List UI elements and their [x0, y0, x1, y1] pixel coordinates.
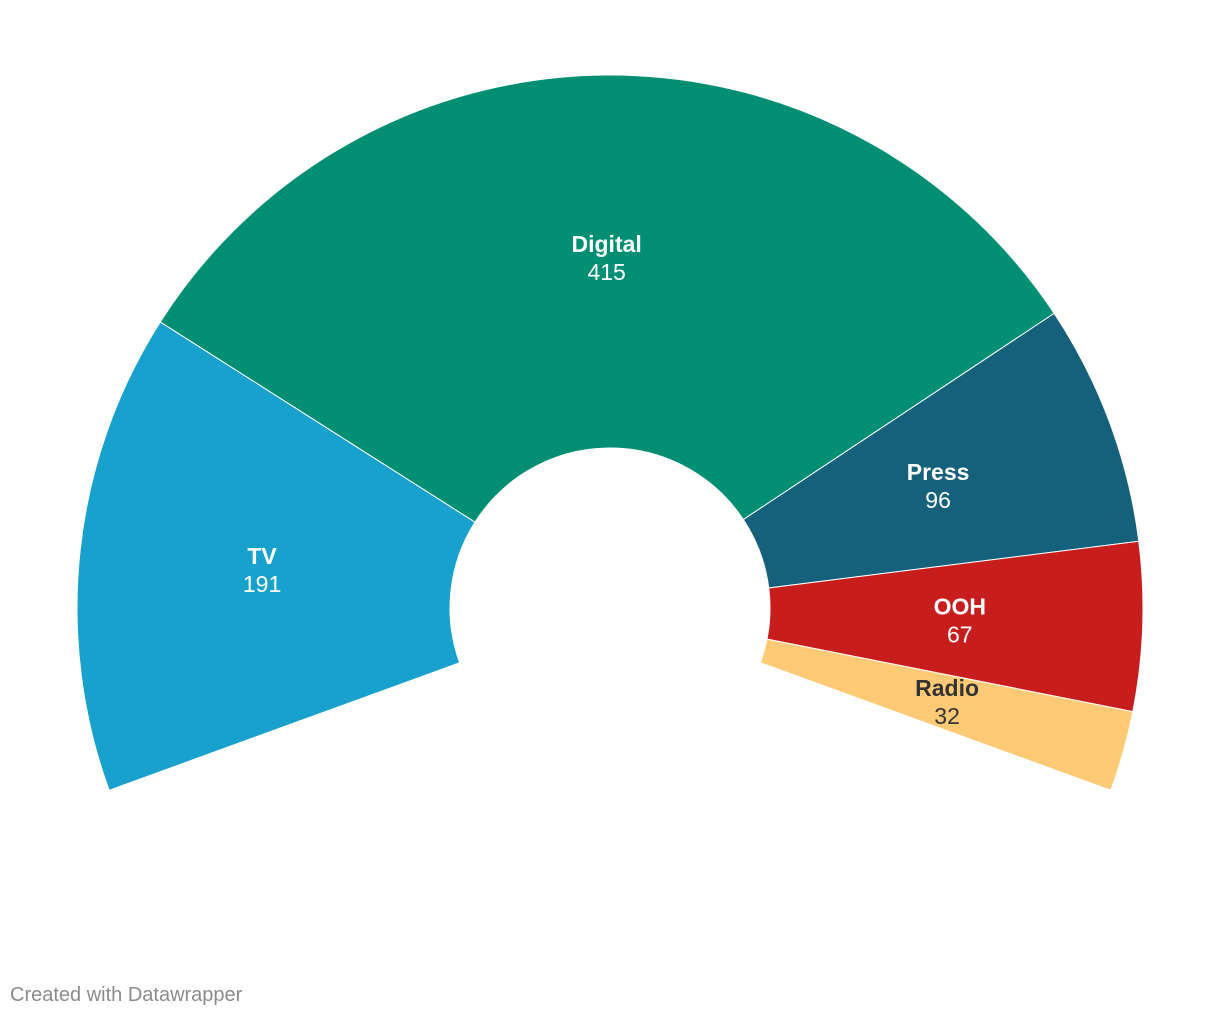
slice-value-digital: 415: [587, 259, 625, 285]
slices-group: [76, 74, 1144, 791]
slice-tv[interactable]: [76, 321, 476, 791]
slice-label-tv: TV: [247, 543, 277, 569]
slice-label-radio: Radio: [915, 675, 979, 701]
slice-press[interactable]: [742, 312, 1140, 589]
slice-value-radio: 32: [934, 703, 960, 729]
slice-radio[interactable]: [759, 638, 1134, 791]
slice-label-ooh: OOH: [934, 593, 986, 619]
slice-value-ooh: 67: [947, 621, 973, 647]
datawrapper-credit[interactable]: Created with Datawrapper: [10, 984, 243, 1006]
slice-digital[interactable]: [159, 74, 1055, 523]
slice-value-press: 96: [925, 487, 951, 513]
slice-label-digital: Digital: [572, 231, 642, 257]
slice-label-press: Press: [907, 459, 970, 485]
slice-value-tv: 191: [243, 571, 281, 597]
